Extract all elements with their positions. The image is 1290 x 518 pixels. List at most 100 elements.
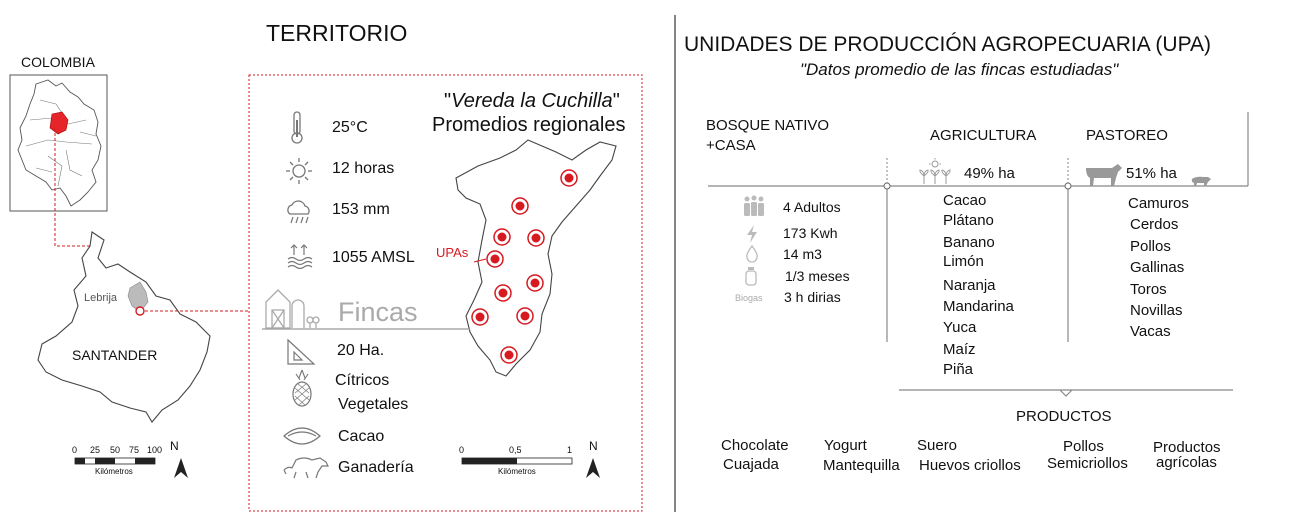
vereda-subtitle: Promedios regionales xyxy=(432,114,626,136)
scale-small-tick: 25 xyxy=(90,445,101,455)
upa-subtitle: "Datos promedio de las fincas estudiadas… xyxy=(800,60,1119,79)
colombia-inset-frame xyxy=(9,74,108,212)
water-drop-icon xyxy=(746,245,758,263)
connector-colombia-santander xyxy=(54,128,98,247)
product-line: Semicriollos xyxy=(1047,455,1128,472)
product-line: Suero xyxy=(917,437,958,454)
vereda-map xyxy=(455,139,617,377)
lebrija-area xyxy=(127,281,149,313)
productos-bracket xyxy=(899,389,1233,397)
vereda-frame xyxy=(248,74,643,512)
livestock-item: Pollos xyxy=(1130,238,1171,255)
set-square-icon xyxy=(287,338,316,365)
territorio-title: TERRITORIO xyxy=(266,20,408,46)
scale-small-unit: Kilómetros xyxy=(95,467,133,476)
livestock-item: Cerdos xyxy=(1130,216,1179,233)
product-line: Productos xyxy=(1153,439,1221,456)
upa-marker xyxy=(500,346,518,364)
product-line: Yogurt xyxy=(824,437,867,454)
crop-item: Limón xyxy=(943,253,984,270)
crop-item: Mandarina xyxy=(943,298,1014,315)
pastoreo-percentage: 51% ha xyxy=(1126,165,1177,182)
crop-item: Yuca xyxy=(943,319,977,336)
scale-small-tick: 75 xyxy=(129,445,140,455)
crop-item: Banano xyxy=(943,234,995,251)
scale-small-tick: 100 xyxy=(147,445,163,455)
cacao-label: Cacao xyxy=(338,428,385,445)
rainfall-value: 153 mm xyxy=(332,201,390,218)
upa-title: UNIDADES DE PRODUCCIÓN AGROPECUARIA (UPA… xyxy=(684,33,1212,56)
colombia-label: COLOMBIA xyxy=(21,54,95,70)
citricos-label: Cítricos xyxy=(335,372,390,389)
north-arrow-large xyxy=(586,458,600,478)
scale-large-tick: 1 xyxy=(567,445,573,455)
thermometer-icon xyxy=(291,111,303,144)
santander-map xyxy=(37,231,211,423)
livestock-item: Toros xyxy=(1130,281,1167,298)
product-line: Mantequilla xyxy=(823,457,900,474)
pineapple-icon xyxy=(292,369,312,407)
upa-marker xyxy=(526,274,544,292)
cow-icon xyxy=(1086,164,1122,186)
sunshine-value: 12 horas xyxy=(332,160,395,177)
livestock-item: Vacas xyxy=(1130,323,1171,340)
vereda-location-marker xyxy=(135,306,145,316)
product-line: Chocolate xyxy=(721,437,789,454)
product-line: Pollos xyxy=(1063,438,1104,455)
crop-item: Maíz xyxy=(943,341,976,358)
vereda-title: "Vereda la Cuchilla" xyxy=(444,90,620,112)
household-gas: 1/3 meses xyxy=(785,268,850,284)
livestock-item: Novillas xyxy=(1130,302,1183,319)
upa-marker xyxy=(527,229,545,247)
bosque-label: BOSQUE NATIVO xyxy=(706,117,830,134)
north-label-small: N xyxy=(170,439,179,453)
biogas-icon-label: Biogas xyxy=(735,293,763,303)
fincas-label: Fincas xyxy=(338,297,418,327)
gas-cylinder-icon xyxy=(745,267,757,286)
farm-barn-icon xyxy=(265,289,320,329)
product-line: Huevos criollos xyxy=(919,457,1021,474)
cattle-icon xyxy=(283,457,329,479)
santander-label: SANTANDER xyxy=(72,347,158,363)
ganaderia-label: Ganadería xyxy=(338,459,414,476)
elevation-icon xyxy=(287,244,313,269)
upa-marker xyxy=(560,169,578,187)
farm-area-value: 20 Ha. xyxy=(337,342,385,359)
lebrija-label: Lebrija xyxy=(84,292,118,304)
product-line: Cuajada xyxy=(723,456,779,473)
upa-marker xyxy=(486,250,504,268)
pastoreo-label: PASTOREO xyxy=(1086,127,1168,144)
temperature-value: 25°C xyxy=(332,119,368,136)
household-energy: 173 Kwh xyxy=(783,225,838,241)
livestock-item: Gallinas xyxy=(1130,259,1185,276)
north-arrow-small xyxy=(174,458,188,478)
agricultura-percentage: 49% ha xyxy=(964,165,1015,182)
livestock-item: Camuros xyxy=(1128,195,1189,212)
scale-large-unit: Kilómetros xyxy=(498,467,536,476)
crop-item: Piña xyxy=(943,361,974,378)
scale-small-tick: 50 xyxy=(110,445,121,455)
north-label-large: N xyxy=(589,439,598,453)
vegetales-label: Vegetales xyxy=(338,396,409,413)
lightning-icon xyxy=(747,225,757,243)
casa-label: +CASA xyxy=(706,137,756,154)
scale-large-tick: 0 xyxy=(459,445,465,455)
sun-icon xyxy=(286,158,312,184)
upa-marker xyxy=(511,197,529,215)
upa-marker xyxy=(493,228,511,246)
product-line: agrícolas xyxy=(1156,454,1217,471)
crop-item: Naranja xyxy=(943,277,996,294)
upa-marker xyxy=(494,284,512,302)
agricultura-label: AGRICULTURA xyxy=(930,127,1037,144)
family-icon xyxy=(744,195,764,216)
colombia-map xyxy=(17,79,102,207)
crop-item: Plátano xyxy=(943,212,994,229)
pig-icon xyxy=(1191,176,1211,186)
upas-pointer xyxy=(473,258,487,263)
plants-icon xyxy=(919,158,951,184)
household-adults: 4 Adultos xyxy=(783,199,841,215)
scale-large-tick: 0,5 xyxy=(509,445,522,455)
scale-small-tick: 0 xyxy=(72,445,78,455)
